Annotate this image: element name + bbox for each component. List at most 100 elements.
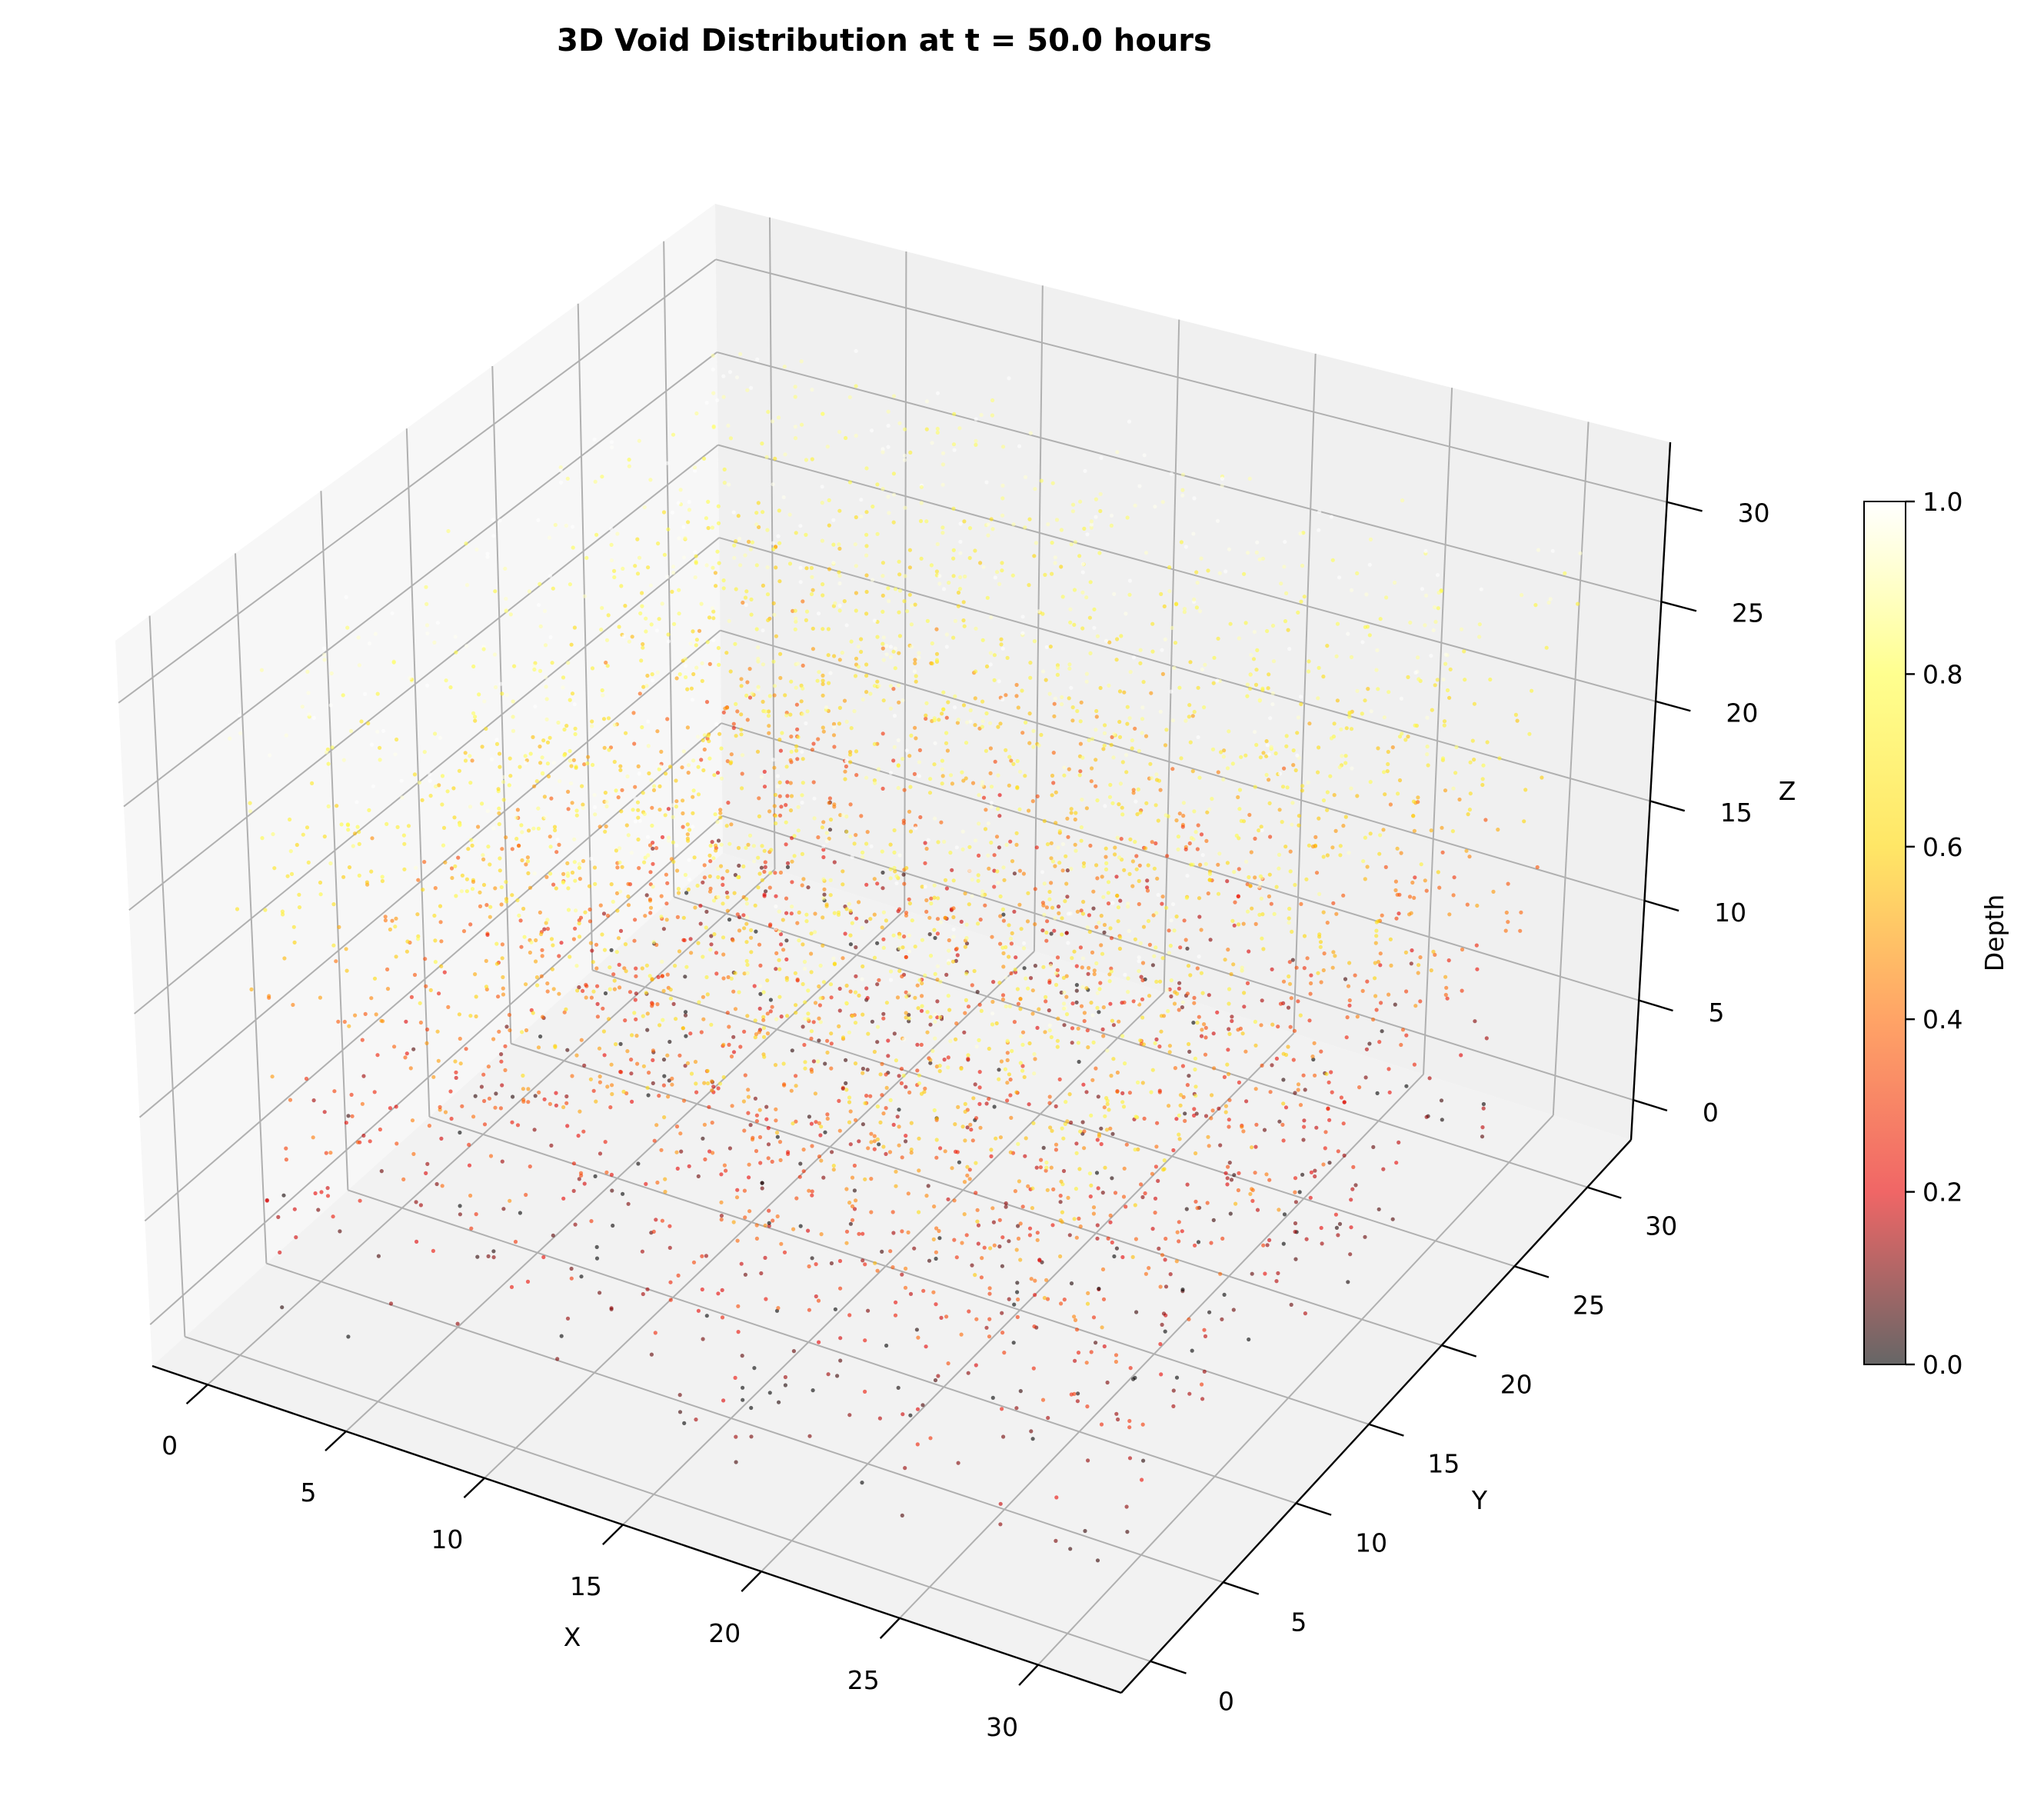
- scatter-point: [766, 1142, 771, 1147]
- scatter-point: [1299, 695, 1303, 699]
- scatter-point: [774, 926, 778, 931]
- scatter-point: [780, 731, 784, 735]
- scatter-point: [558, 779, 562, 784]
- scatter-point: [594, 942, 599, 947]
- scatter-point: [881, 910, 886, 914]
- scatter-point: [421, 888, 425, 892]
- scatter-point: [694, 554, 698, 558]
- scatter-point: [1397, 1140, 1401, 1144]
- scatter-point: [1124, 611, 1128, 616]
- scatter-point: [464, 541, 468, 546]
- scatter-point: [1180, 493, 1185, 498]
- scatter-point: [598, 825, 602, 829]
- scatter-point: [1280, 785, 1286, 789]
- scatter-point: [994, 1021, 999, 1026]
- scatter-point: [924, 701, 929, 705]
- scatter-point: [651, 885, 655, 889]
- scatter-point: [944, 645, 949, 649]
- scatter-point: [561, 685, 565, 690]
- scatter-point: [481, 647, 486, 651]
- scatter-point: [892, 828, 897, 833]
- scatter-point: [719, 776, 724, 781]
- scatter-point: [951, 506, 956, 511]
- scatter-point: [864, 1094, 869, 1098]
- scatter-point: [650, 977, 654, 981]
- scatter-point: [1069, 685, 1074, 690]
- scatter-point: [691, 671, 696, 677]
- scatter-point: [985, 595, 990, 600]
- scatter-point: [749, 385, 754, 390]
- scatter-point: [1227, 1118, 1231, 1122]
- scatter-point: [1082, 1018, 1087, 1024]
- scatter-point: [993, 759, 997, 764]
- scatter-point: [464, 889, 470, 894]
- scatter-point: [1296, 999, 1300, 1004]
- scatter-point: [1237, 1171, 1241, 1175]
- scatter-point: [504, 692, 509, 698]
- scatter-point: [809, 1029, 814, 1034]
- scatter-point: [848, 933, 853, 938]
- scatter-point: [1047, 889, 1052, 895]
- scatter-point: [1110, 1131, 1115, 1136]
- scatter-point: [708, 859, 713, 864]
- scatter-point: [731, 1050, 737, 1054]
- scatter-point: [1296, 1082, 1301, 1087]
- scatter-point: [621, 634, 626, 639]
- scatter-point: [1180, 825, 1185, 829]
- scatter-point: [1074, 1187, 1078, 1191]
- scatter-point: [917, 655, 921, 660]
- scatter-point: [945, 748, 950, 753]
- scatter-point: [479, 1084, 484, 1089]
- scatter-point: [1121, 1194, 1127, 1199]
- scatter-point: [1135, 1000, 1140, 1004]
- scatter-point: [747, 695, 753, 700]
- scatter-point: [412, 972, 418, 978]
- scatter-point: [1479, 587, 1483, 591]
- scatter-point: [1064, 854, 1068, 858]
- scatter-point: [647, 1071, 651, 1075]
- scatter-point: [750, 1137, 755, 1142]
- scatter-point: [753, 1018, 757, 1023]
- scatter-point: [1183, 1111, 1187, 1116]
- scatter-point: [1069, 1120, 1074, 1125]
- scatter-point: [881, 731, 885, 736]
- scatter-point: [1054, 790, 1058, 795]
- scatter-point: [1179, 540, 1183, 545]
- scatter-point: [1065, 895, 1070, 899]
- scatter-point: [919, 1042, 924, 1047]
- scatter-point: [918, 518, 924, 524]
- scatter-point: [1101, 1034, 1106, 1038]
- scatter-point: [1254, 550, 1259, 555]
- scatter-point: [804, 919, 809, 924]
- scatter-point: [871, 505, 875, 509]
- scatter-point: [1028, 661, 1033, 665]
- scatter-point: [1113, 1191, 1118, 1195]
- scatter-point: [1035, 1025, 1040, 1030]
- scatter-point: [802, 966, 807, 971]
- scatter-point: [614, 1042, 618, 1047]
- scatter-point: [903, 574, 907, 578]
- scatter-point: [1313, 1073, 1317, 1078]
- scatter-point: [863, 1177, 867, 1181]
- scatter-point: [1349, 786, 1353, 791]
- scatter-point: [827, 523, 831, 528]
- scatter-point: [491, 1037, 496, 1041]
- scatter-point: [631, 808, 635, 812]
- scatter-point: [1363, 835, 1367, 840]
- scatter-point: [754, 1148, 759, 1154]
- scatter-point: [779, 942, 784, 947]
- scatter-point: [1330, 1090, 1334, 1094]
- scatter-point: [1167, 1044, 1172, 1048]
- scatter-point: [853, 1061, 858, 1066]
- scatter-point: [938, 979, 943, 984]
- scatter-point: [1077, 1216, 1081, 1221]
- scatter-point: [1350, 766, 1354, 771]
- scatter-point: [1253, 1019, 1257, 1024]
- scatter-point: [908, 1291, 914, 1296]
- scatter-point: [1045, 1188, 1050, 1192]
- scatter-point: [967, 1177, 972, 1181]
- scatter-point: [1041, 1145, 1046, 1150]
- scatter-point: [934, 1138, 939, 1142]
- scatter-point: [973, 548, 977, 553]
- scatter-point: [1023, 525, 1027, 530]
